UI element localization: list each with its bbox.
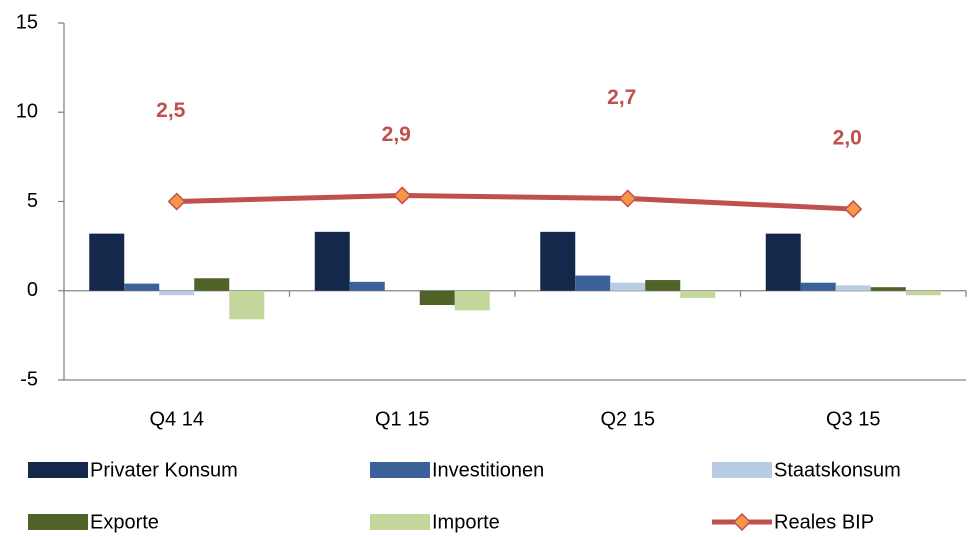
bar xyxy=(159,290,195,296)
y-tick-label: -5 xyxy=(20,368,38,390)
bar xyxy=(835,285,871,291)
bar xyxy=(610,282,646,291)
bar xyxy=(89,233,125,291)
legend-swatch xyxy=(28,514,88,530)
bar xyxy=(800,282,836,291)
legend-marker xyxy=(732,512,752,532)
data-label: 2,5 xyxy=(156,99,186,122)
legend-label: Reales BIP xyxy=(774,511,874,533)
legend-swatch xyxy=(712,462,772,478)
bar xyxy=(765,233,801,291)
legend-label: Staatskonsum xyxy=(774,459,901,481)
marker xyxy=(167,192,186,211)
bar xyxy=(870,287,906,291)
bar xyxy=(905,290,941,296)
bar xyxy=(419,290,455,306)
legend-swatch xyxy=(28,462,88,478)
bar xyxy=(314,231,350,291)
marker xyxy=(618,189,637,208)
bar xyxy=(124,283,160,291)
data-label: 2,7 xyxy=(607,86,636,109)
bar xyxy=(645,280,681,291)
legend-label: Privater Konsum xyxy=(90,459,238,481)
legend-label: Investitionen xyxy=(432,459,544,481)
x-tick-label: Q4 14 xyxy=(150,408,204,430)
y-tick-label: 5 xyxy=(27,190,38,212)
marker xyxy=(844,200,863,219)
x-tick-label: Q2 15 xyxy=(601,408,655,430)
bar xyxy=(194,278,230,291)
x-tick-label: Q3 15 xyxy=(826,408,880,430)
bar xyxy=(540,231,576,291)
y-tick-label: 10 xyxy=(16,101,38,123)
bar xyxy=(454,290,490,311)
data-label: 2,0 xyxy=(833,127,862,150)
bar xyxy=(575,275,611,291)
bar xyxy=(349,281,385,291)
data-label: 2,9 xyxy=(382,123,411,146)
legend-label: Importe xyxy=(432,511,500,533)
x-tick-label: Q1 15 xyxy=(375,408,429,430)
legend-swatch xyxy=(370,514,430,530)
bar xyxy=(680,290,716,298)
y-tick-label: 15 xyxy=(16,11,38,33)
marker xyxy=(393,186,412,205)
legend-label: Exporte xyxy=(90,511,159,533)
legend-swatch xyxy=(370,462,430,478)
line xyxy=(176,192,854,212)
bar xyxy=(229,290,265,320)
y-tick-label: 0 xyxy=(27,279,38,301)
